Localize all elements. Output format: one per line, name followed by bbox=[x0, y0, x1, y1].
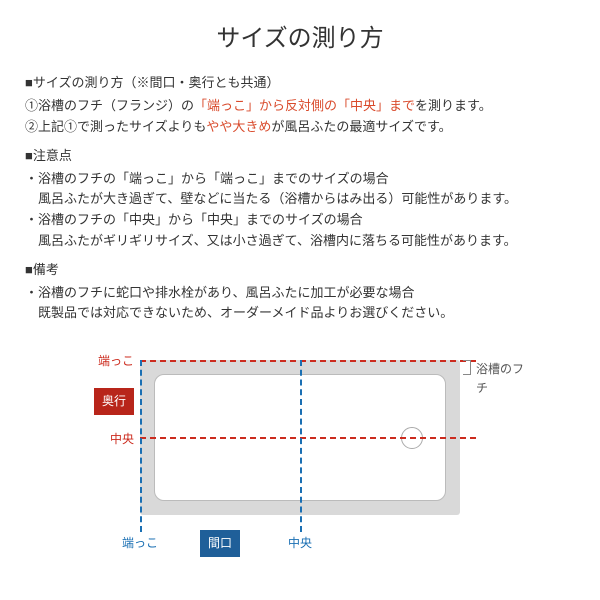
dash-blue-left bbox=[140, 360, 142, 532]
text: ①浴槽のフチ（フランジ）の bbox=[25, 98, 194, 113]
measure-line-1: ①浴槽のフチ（フランジ）の「端っこ」から反対側の「中央」までを測ります。 bbox=[25, 96, 575, 117]
text: が風呂ふたの最適サイズです。 bbox=[271, 119, 451, 134]
caution-line-4: 風呂ふたがギリギリサイズ、又は小さ過ぎて、浴槽内に落ちる可能性があります。 bbox=[25, 231, 575, 252]
note-line-1: ・浴槽のフチに蛇口や排水栓があり、風呂ふたに加工が必要な場合 bbox=[25, 283, 575, 304]
note-line-2: 既製品では対応できないため、オーダーメイド品よりお選びください。 bbox=[25, 303, 575, 324]
edge-bracket bbox=[463, 360, 471, 375]
highlight-measure-range: 「端っこ」から反対側の「中央」まで bbox=[194, 98, 415, 113]
badge-depth: 奥行 bbox=[94, 388, 134, 415]
diagram: 端っこ 中央 端っこ 中央 奥行 間口 浴槽のフチ bbox=[70, 342, 530, 562]
dash-red-mid bbox=[140, 437, 476, 439]
label-hashi-bottom: 端っこ bbox=[122, 534, 158, 553]
label-center-v: 中央 bbox=[110, 430, 134, 449]
page-title: サイズの測り方 bbox=[25, 20, 575, 58]
label-tub-edge: 浴槽のフチ bbox=[476, 360, 530, 398]
text: を測ります。 bbox=[415, 98, 492, 113]
caution-line-3: ・浴槽のフチの「中央」から「中央」までのサイズの場合 bbox=[25, 210, 575, 231]
section-head-measure: ■サイズの測り方（※間口・奥行とも共通） bbox=[25, 73, 575, 94]
section-head-note: ■備考 bbox=[25, 260, 575, 281]
section-head-caution: ■注意点 bbox=[25, 146, 575, 167]
dash-red-top bbox=[140, 360, 476, 362]
caution-line-2: 風呂ふたが大き過ぎて、壁などに当たる（浴槽からはみ出る）可能性があります。 bbox=[25, 189, 575, 210]
badge-width: 間口 bbox=[200, 530, 240, 557]
highlight-slightly-large: やや大きめ bbox=[206, 119, 271, 134]
label-center-h: 中央 bbox=[288, 534, 312, 553]
caution-line-1: ・浴槽のフチの「端っこ」から「端っこ」までのサイズの場合 bbox=[25, 169, 575, 190]
label-hashi-top: 端っこ bbox=[98, 352, 134, 371]
measure-line-2: ②上記①で測ったサイズよりもやや大きめが風呂ふたの最適サイズです。 bbox=[25, 117, 575, 138]
dash-blue-mid bbox=[300, 360, 302, 532]
text: ②上記①で測ったサイズよりも bbox=[25, 119, 206, 134]
